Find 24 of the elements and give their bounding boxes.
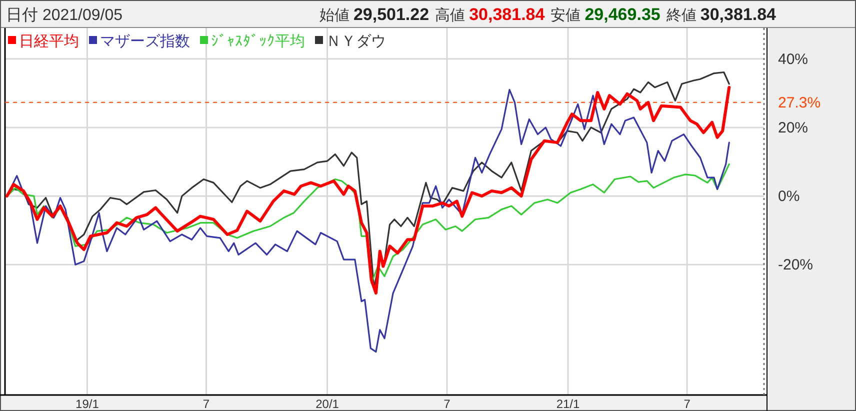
x-tick-label: 20/1 xyxy=(316,397,340,411)
x-tick-label: 21/1 xyxy=(556,397,580,411)
x-tick-label: 7 xyxy=(444,397,451,411)
text: 始値 xyxy=(319,7,350,24)
text: 30,381.84 xyxy=(469,5,546,24)
legend-label: マザーズ指数 xyxy=(100,33,190,50)
legend-label: ＮＹダウ xyxy=(326,33,386,50)
x-tick-label: 7 xyxy=(202,397,210,411)
x-tick-label: 19/1 xyxy=(76,397,100,411)
y-tick-label: 0% xyxy=(778,188,800,206)
y-tick-label: -20% xyxy=(778,256,814,274)
text: 29,501.22 xyxy=(353,5,430,24)
text: 29,469.35 xyxy=(584,5,660,24)
text: 日付 2021/09/05 xyxy=(6,7,123,24)
legend-label: ｼﾞｬｽﾀﾞｯｸ平均 xyxy=(211,33,305,50)
y-tick-label: 20% xyxy=(778,119,808,136)
text: 安値 xyxy=(550,7,581,24)
ref-line-label: 27.3% xyxy=(778,94,821,112)
text: 高値 xyxy=(435,7,466,24)
text: 30,381.84 xyxy=(700,5,777,24)
text: 終値 xyxy=(665,7,696,24)
y-tick-label: 40% xyxy=(778,50,808,68)
x-tick-label: 7 xyxy=(684,397,691,411)
legend-label: 日経平均 xyxy=(19,33,79,50)
